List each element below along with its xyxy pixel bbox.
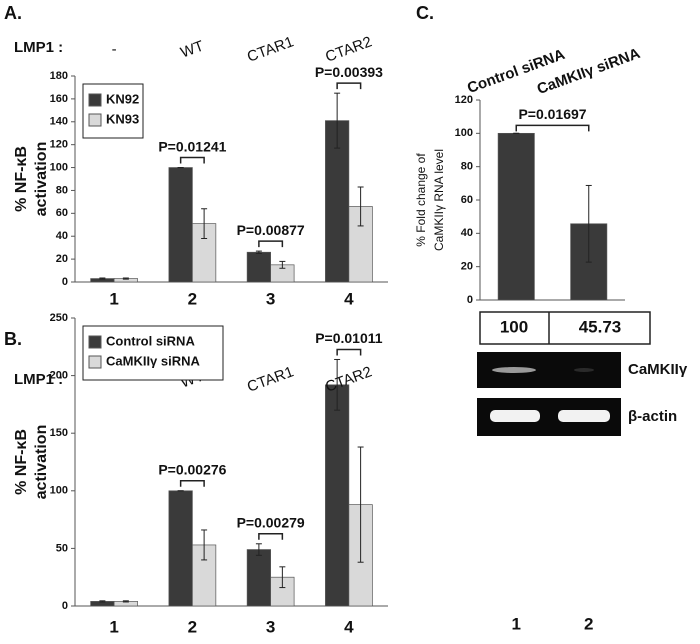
group-title: LMP1 : (14, 371, 63, 388)
group-label: CTAR2 (323, 33, 374, 65)
y-axis-label: % Fold change of (414, 153, 428, 247)
gel-band (490, 410, 540, 422)
y-tick-label: 100 (50, 161, 68, 173)
x-tick-label: 4 (344, 617, 354, 636)
x-tick-label: 1 (109, 289, 118, 308)
legend-label: CaMKIIγ siRNA (106, 353, 201, 368)
y-tick-label: 120 (50, 139, 68, 151)
group-label: WT (178, 38, 206, 62)
legend-box (82, 83, 144, 139)
y-tick-label: 150 (50, 427, 68, 439)
gel-label: β-actin (628, 408, 677, 425)
group-label: CTAR1 (245, 33, 296, 65)
group-label: - (112, 41, 117, 58)
panel-label: A. (4, 3, 22, 23)
y-tick-label: 80 (461, 161, 473, 173)
x-tick-label: 3 (266, 289, 275, 308)
bar (325, 384, 350, 607)
y-axis-label: activation (33, 142, 50, 217)
lane-label: 1 (512, 614, 521, 633)
panel-label: B. (4, 329, 22, 349)
bar (168, 167, 193, 283)
p-value: P=0.00393 (315, 64, 383, 80)
significance-bracket (515, 124, 590, 132)
group-title: LMP1 : (14, 39, 63, 56)
y-tick-label: 50 (56, 542, 68, 554)
bar (497, 132, 535, 301)
legend-swatch (88, 355, 102, 369)
x-tick-label: 2 (188, 617, 197, 636)
x-tick-label: 1 (109, 617, 118, 636)
significance-bracket (258, 240, 284, 248)
x-tick-label: 2 (188, 289, 197, 308)
y-tick-label: 20 (461, 261, 473, 273)
legend-label: Control siRNA (106, 333, 195, 348)
y-tick-label: 120 (455, 94, 473, 106)
y-tick-label: 40 (56, 230, 68, 242)
bar (168, 490, 193, 607)
significance-bracket (179, 156, 205, 164)
p-value: P=0.00276 (158, 462, 226, 478)
legend-swatch (88, 335, 102, 349)
significance-bracket (336, 82, 362, 90)
p-value: P=0.01241 (158, 138, 226, 154)
gel-band (492, 367, 536, 373)
panel-label: C. (416, 3, 434, 23)
legend-swatch (88, 113, 102, 127)
y-tick-label: 0 (62, 276, 68, 288)
y-tick-label: 60 (56, 207, 68, 219)
p-value: P=0.00279 (237, 514, 305, 530)
y-tick-label: 80 (56, 184, 68, 196)
p-value: P=0.01697 (518, 106, 586, 122)
significance-bracket (258, 533, 284, 540)
p-value: P=0.01011 (315, 330, 383, 346)
y-tick-label: 0 (467, 294, 473, 306)
value-table (479, 311, 651, 345)
y-axis-label: activation (33, 425, 50, 500)
y-axis-label: % NF-κB (13, 146, 30, 212)
y-tick-label: 0 (62, 600, 68, 612)
legend-label: KN92 (106, 91, 139, 106)
p-value: P=0.00877 (237, 222, 305, 238)
bar (246, 549, 271, 607)
bar (246, 251, 271, 283)
lane-label: 2 (584, 614, 593, 633)
y-tick-label: 250 (50, 312, 68, 324)
y-tick-label: 60 (461, 194, 473, 206)
legend-box (82, 325, 224, 381)
x-tick-label: 4 (344, 289, 354, 308)
y-axis-label: CaMKIIγ RNA level (432, 149, 446, 251)
y-tick-label: 160 (50, 93, 68, 105)
legend-swatch (88, 93, 102, 107)
table-value: 100 (500, 317, 528, 336)
table-value: 45.73 (579, 317, 622, 336)
y-tick-label: 40 (461, 227, 473, 239)
group-label: CTAR1 (245, 363, 296, 395)
y-tick-label: 100 (50, 485, 68, 497)
y-tick-label: 20 (56, 253, 68, 265)
y-tick-label: 100 (455, 127, 473, 139)
gel-label: CaMKIIγ (628, 361, 688, 378)
legend-label: KN93 (106, 111, 139, 126)
y-tick-label: 200 (50, 370, 68, 382)
y-tick-label: 140 (50, 116, 68, 128)
y-axis-label: % NF-κB (13, 429, 30, 495)
gel-band (574, 368, 594, 372)
x-tick-label: 3 (266, 617, 275, 636)
y-tick-label: 180 (50, 70, 68, 82)
significance-bracket (336, 348, 362, 356)
significance-bracket (179, 480, 205, 487)
gel-band (558, 410, 610, 422)
